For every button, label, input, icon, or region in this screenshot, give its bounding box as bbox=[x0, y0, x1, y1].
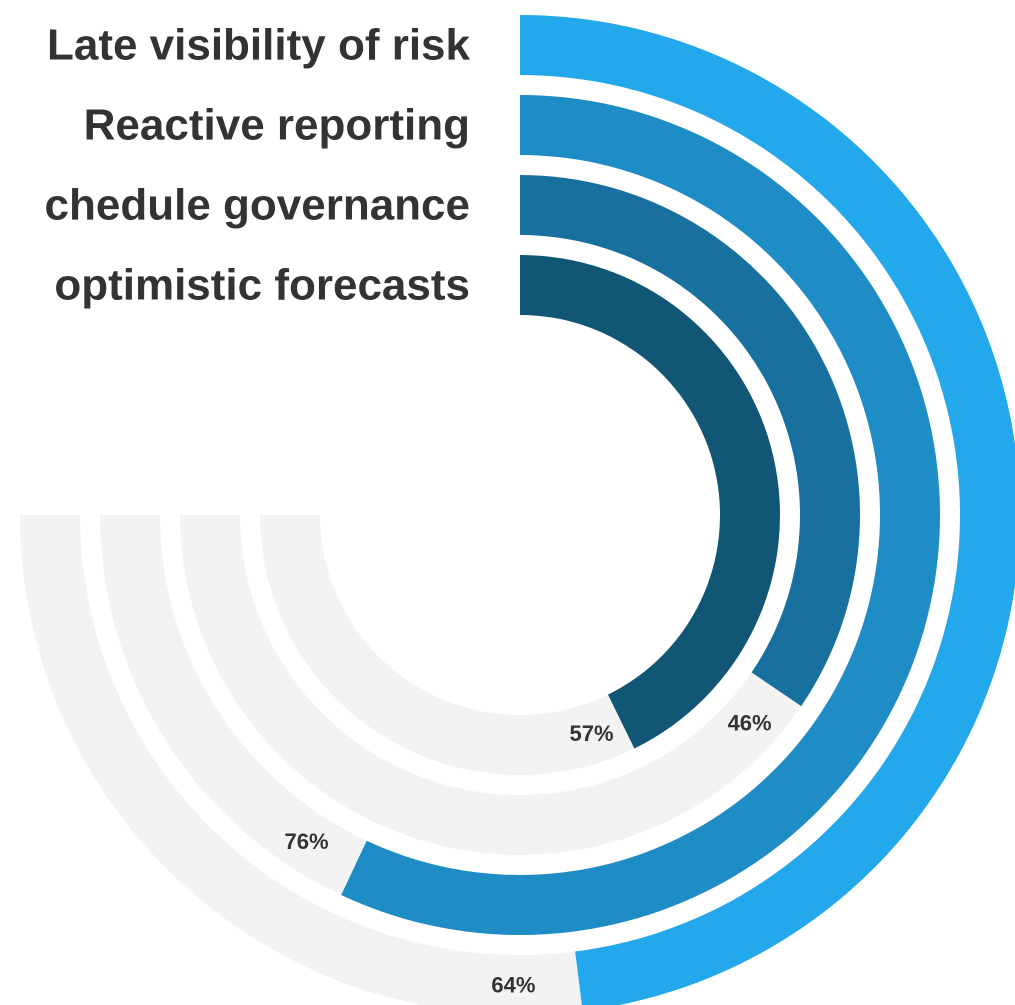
bar-optimistic-forecasts bbox=[520, 255, 781, 749]
value-label-late-visibility-of-risk: 64% bbox=[491, 973, 535, 998]
category-label-group: Late visibility of risk Reactive reportin… bbox=[45, 21, 471, 310]
bar-late-visibility-of-risk bbox=[520, 15, 1015, 1005]
bar-chedule-governance bbox=[520, 175, 861, 707]
category-label-optimistic-forecasts: optimistic forecasts bbox=[54, 261, 470, 310]
category-label-late-visibility-of-risk: Late visibility of risk bbox=[47, 21, 471, 70]
bar-group bbox=[341, 15, 1015, 1005]
value-label-group: 64% 76% 46% 57% bbox=[284, 711, 771, 998]
value-label-reactive-reporting: 76% bbox=[284, 829, 328, 854]
value-label-optimistic-forecasts: 57% bbox=[569, 721, 613, 746]
category-label-chedule-governance: chedule governance bbox=[45, 181, 470, 230]
category-label-reactive-reporting: Reactive reporting bbox=[84, 101, 470, 150]
value-label-chedule-governance: 46% bbox=[728, 711, 772, 736]
